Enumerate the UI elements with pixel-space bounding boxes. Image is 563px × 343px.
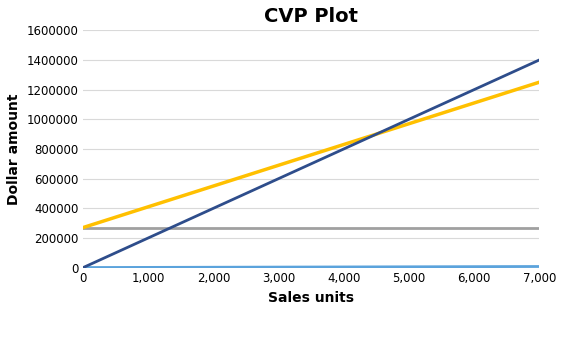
Legend: Sales units, Fixed cost, Total cost, Sales in dollars: Sales units, Fixed cost, Total cost, Sal… (77, 340, 546, 343)
Title: CVP Plot: CVP Plot (264, 7, 358, 26)
X-axis label: Sales units: Sales units (269, 291, 354, 305)
Y-axis label: Dollar amount: Dollar amount (7, 93, 21, 205)
